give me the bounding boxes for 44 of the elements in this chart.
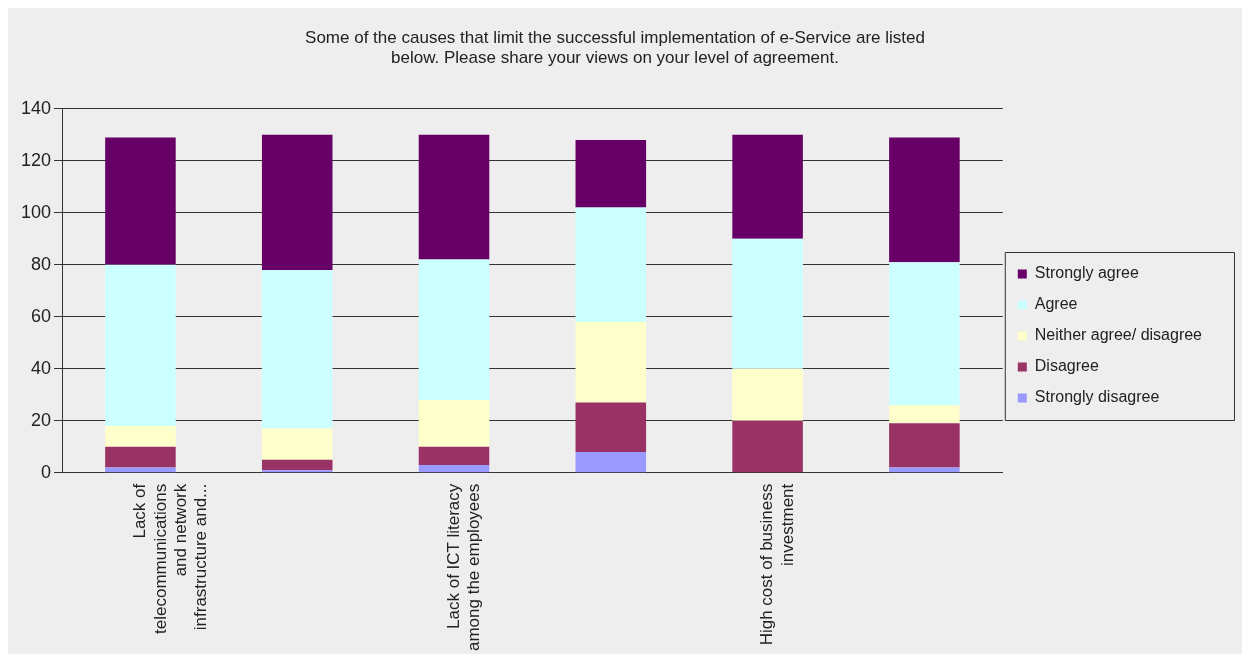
y-tick-label: 20 xyxy=(31,409,52,430)
bar xyxy=(418,399,490,447)
y-tick-label: 0 xyxy=(41,461,52,482)
x-tick-label: High cost of business investment xyxy=(757,483,797,646)
legend-label: Neither agree/ disagree xyxy=(1034,326,1203,344)
bar xyxy=(418,446,490,465)
bar xyxy=(105,425,176,447)
bar xyxy=(575,402,647,452)
bar xyxy=(261,470,333,473)
bar xyxy=(261,134,333,270)
y-tick-label: 140 xyxy=(20,97,52,118)
x-tick-label: Lack of telecommunications and network infrastructure and... xyxy=(130,483,211,634)
bar xyxy=(889,137,960,263)
bar xyxy=(732,368,803,421)
bar xyxy=(575,139,647,208)
legend-label: Strongly disagree xyxy=(1034,388,1160,406)
y-tick-label: 100 xyxy=(20,201,52,222)
bar xyxy=(575,451,647,473)
y-tick-label: 120 xyxy=(20,149,52,170)
bar xyxy=(418,464,490,473)
y-tick-label: 40 xyxy=(31,357,52,378)
y-tick-label: 80 xyxy=(31,253,52,274)
bar xyxy=(261,459,333,471)
bar xyxy=(732,420,803,473)
legend-label: Disagree xyxy=(1034,357,1099,375)
bar xyxy=(105,137,176,265)
bar xyxy=(105,446,176,468)
y-tick-label: 60 xyxy=(31,305,52,326)
chart-title: Some of the causes that limit the successful implementation of e-Service are listed below. Please share your views on your level of agreement. xyxy=(305,27,925,68)
bar xyxy=(261,269,333,429)
legend-label: Strongly agree xyxy=(1034,264,1139,282)
bar xyxy=(889,405,960,424)
bar xyxy=(889,262,960,406)
bar xyxy=(261,428,333,460)
bar xyxy=(105,264,176,426)
bar xyxy=(575,207,647,322)
bar xyxy=(418,134,490,260)
legend-label: Agree xyxy=(1034,295,1078,313)
x-tick-label: Lack of ICT literacy among the employees xyxy=(443,483,484,652)
bar xyxy=(575,321,647,403)
bar xyxy=(732,238,803,369)
bar xyxy=(418,259,490,400)
bar xyxy=(732,134,803,239)
bar xyxy=(889,423,960,468)
